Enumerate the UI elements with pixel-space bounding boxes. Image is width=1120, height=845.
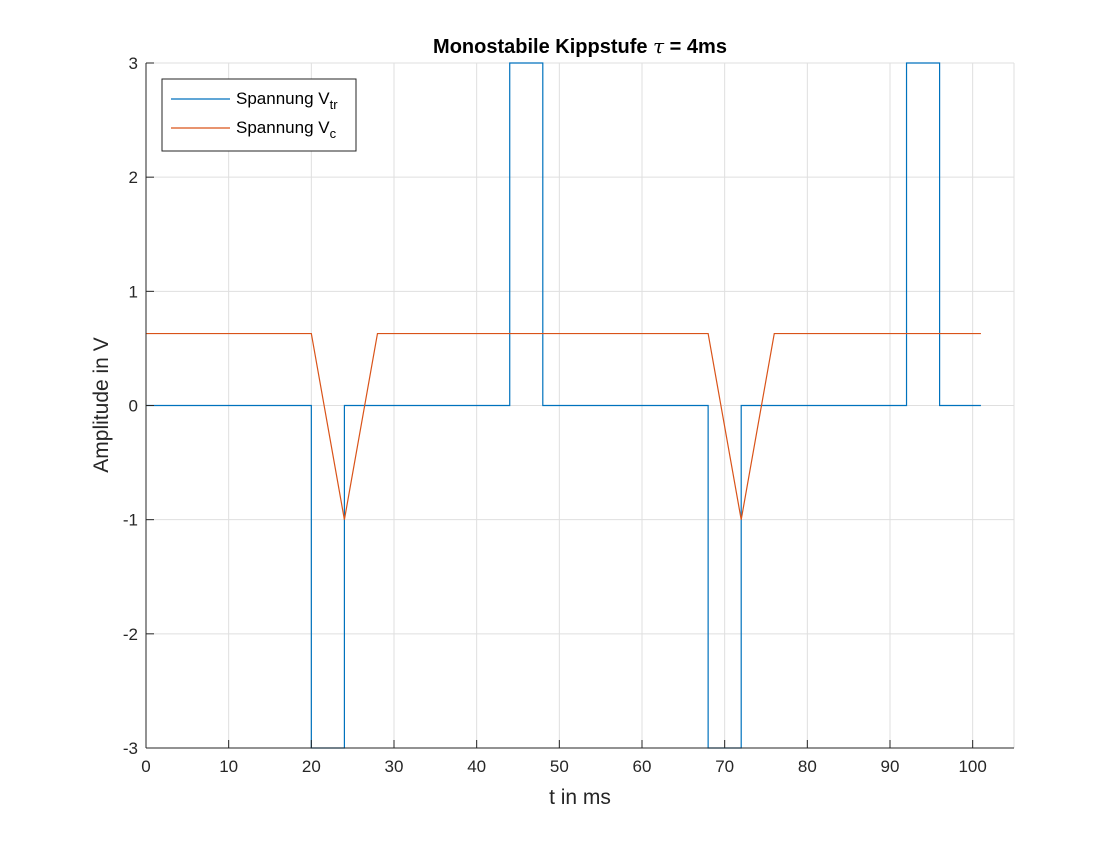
x-tick-label: 100 [958,757,986,776]
x-tick-label: 90 [881,757,900,776]
y-tick-label: -2 [123,625,138,644]
chart-title-prefix: Monostabile Kippstufe [433,36,653,58]
x-axis-label: t in ms [549,786,611,809]
y-tick-label: 3 [129,54,138,73]
ticks: 0 10 20 30 40 50 60 70 80 90 100 -3 -2 -1 0 1 2 3 [123,54,987,776]
x-tick-label: 60 [633,757,652,776]
chart-title: Monostabile Kippstufe τ = 4ms [433,34,727,58]
legend-label-vc: Spannung Vc [236,118,337,141]
x-tick-label: 20 [302,757,321,776]
x-tick-label: 10 [219,757,238,776]
legend-label-vc-subscript: c [330,126,337,141]
series-line-vc [146,332,981,520]
y-tick-label: -1 [123,511,138,530]
legend-label-vtr-base: Spannung V [236,89,330,108]
y-axis-label: Amplitude in V [90,337,113,472]
y-tick-label: 0 [129,397,138,416]
x-tick-label: 0 [141,757,150,776]
x-tick-label: 30 [385,757,404,776]
x-tick-label: 80 [798,757,817,776]
x-tick-label: 70 [715,757,734,776]
legend-label-vtr-subscript: tr [330,97,339,112]
chart-title-tau-symbol: τ [653,34,665,58]
legend-label-vtr: Spannung Vtr [236,89,338,112]
x-tick-label: 40 [467,757,486,776]
y-tick-label: 1 [129,282,138,301]
legend-box [161,78,357,152]
chart-title-suffix: = 4ms [664,36,727,58]
x-tick-label: 50 [550,757,569,776]
legend: Spannung Vtr Spannung Vc [161,78,357,152]
y-tick-label: 2 [129,168,138,187]
legend-label-vc-base: Spannung V [236,118,330,137]
plot-area: 0 10 20 30 40 50 60 70 80 90 100 -3 -2 -1 0 1 2 3 [123,54,1015,776]
y-tick-label: -3 [123,739,138,758]
